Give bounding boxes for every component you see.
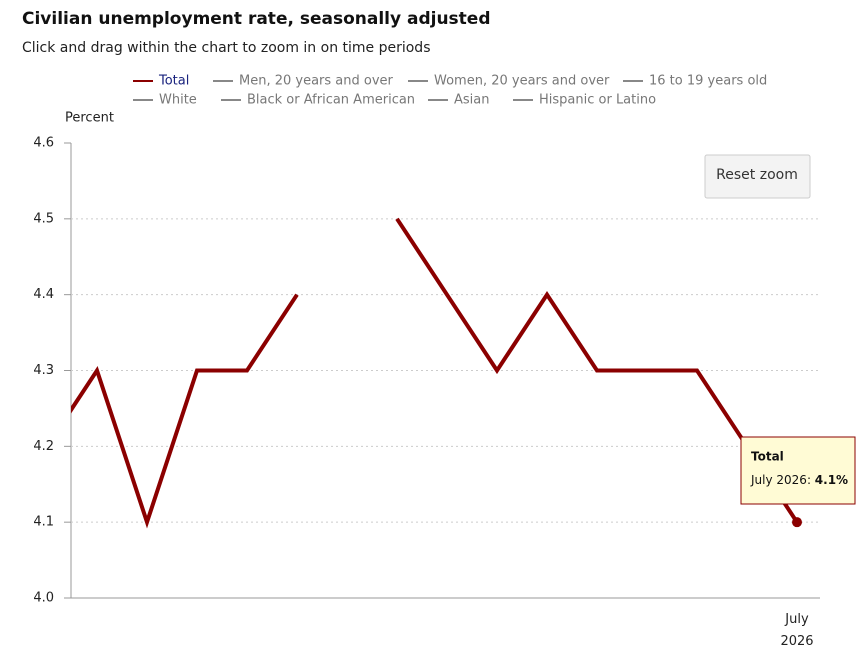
tooltip-date: July 2026 bbox=[750, 473, 807, 487]
legend-label: Total bbox=[158, 74, 189, 89]
x-tick-label-line: 2026 bbox=[780, 634, 813, 649]
reset-zoom-button[interactable]: Reset zoom bbox=[704, 154, 811, 199]
tooltip-title: Total bbox=[751, 450, 784, 464]
y-tick-label: 4.6 bbox=[33, 136, 54, 151]
tooltip-value: 4.1% bbox=[815, 473, 848, 487]
data-point bbox=[792, 517, 802, 528]
chart-subtitle: Click and drag within the chart to zoom … bbox=[22, 40, 431, 56]
legend-label: Women, 20 years and over bbox=[434, 74, 610, 89]
plot-area bbox=[71, 217, 799, 529]
legend-label: Hispanic or Latino bbox=[539, 93, 656, 108]
legend-label: White bbox=[159, 93, 197, 108]
y-tick-label: 4.0 bbox=[33, 591, 54, 606]
y-tick-label: 4.2 bbox=[33, 439, 54, 454]
tooltip-box bbox=[740, 436, 856, 505]
x-tick-label: July 2026 bbox=[780, 612, 813, 649]
y-tick-label: 4.1 bbox=[33, 515, 54, 530]
tooltip-text: July 2026: 4.1% bbox=[750, 473, 848, 487]
y-tick-label: 4.5 bbox=[33, 211, 54, 226]
button-label[interactable]: Reset zoom bbox=[716, 167, 798, 183]
y-tick-label: 4.3 bbox=[33, 363, 54, 378]
chart-title: Civilian unemployment rate, seasonally a… bbox=[22, 9, 491, 29]
data-line bbox=[71, 217, 799, 529]
y-axis-label: Percent bbox=[65, 111, 114, 126]
legend-label: Black or African American bbox=[247, 93, 415, 108]
button-box[interactable] bbox=[704, 154, 811, 199]
x-tick-label-line: July bbox=[784, 612, 809, 627]
legend-label: 16 to 19 years old bbox=[649, 74, 767, 89]
tooltip-sep: : bbox=[807, 473, 815, 487]
legend-label: Asian bbox=[454, 93, 489, 108]
tooltip: Total July 2026: 4.1% bbox=[740, 436, 856, 505]
legend-label: Men, 20 years and over bbox=[239, 74, 394, 89]
y-tick-label: 4.4 bbox=[33, 287, 54, 302]
